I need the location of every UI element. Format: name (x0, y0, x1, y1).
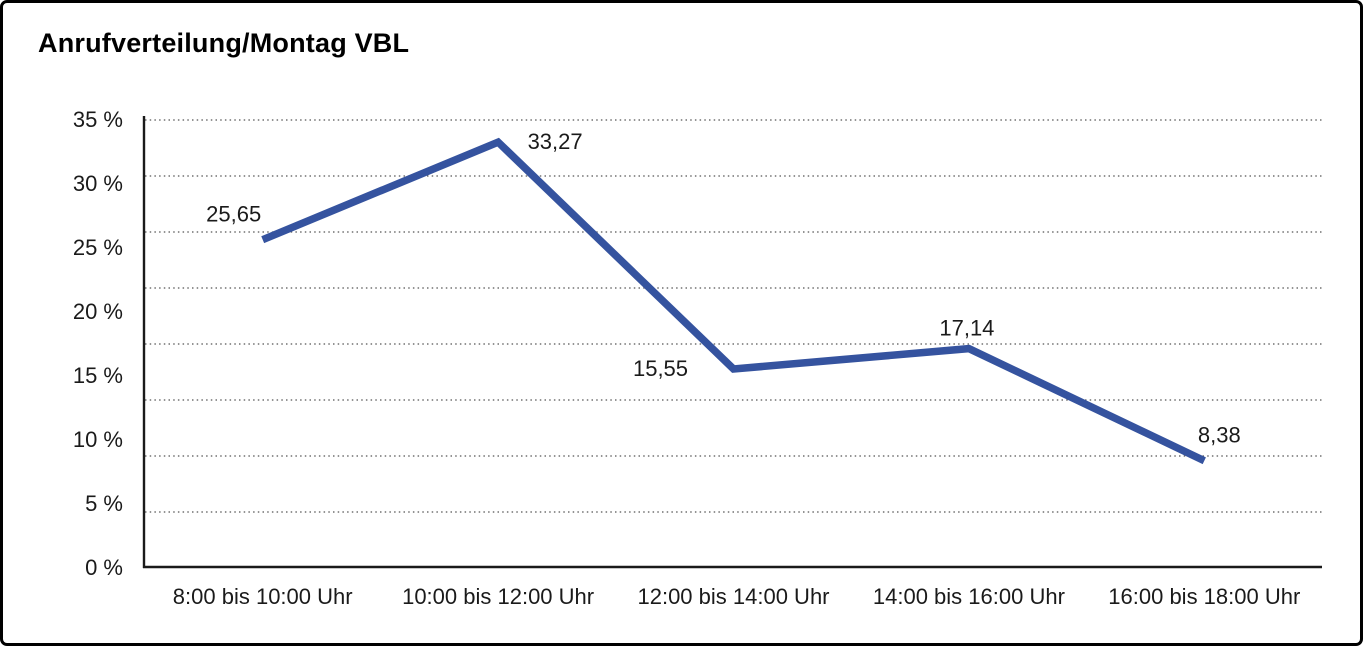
x-axis-category-label: 16:00 bis 18:00 Uhr (1108, 584, 1301, 609)
data-series-line (261, 137, 1206, 465)
x-axis-category-label: 10:00 bis 12:00 Uhr (402, 584, 595, 609)
y-axis-tick-label: 25 % (72, 235, 123, 260)
data-point-value-label: 15,55 (633, 356, 688, 381)
y-axis-tick-label: 15 % (72, 363, 123, 388)
data-point-value-label: 17,14 (939, 316, 994, 341)
data-point-value-label: 33,27 (528, 129, 583, 154)
y-axis-tick-label: 10 % (72, 427, 123, 452)
y-axis-tick-label: 35 % (72, 107, 123, 132)
y-axis-tick-label: 5 % (85, 491, 123, 516)
data-point-value-label: 8,38 (1198, 423, 1241, 448)
chart-title: Anrufverteilung/Montag VBL (38, 28, 410, 58)
data-point-value-label: 25,65 (206, 202, 261, 227)
y-axis-tick-label: 20 % (72, 299, 123, 324)
x-axis-category-label: 12:00 bis 14:00 Uhr (637, 584, 830, 609)
x-axis-category-label: 8:00 bis 10:00 Uhr (172, 584, 353, 609)
y-axis-tick-label: 30 % (72, 171, 123, 196)
x-axis-category-label: 14:00 bis 16:00 Uhr (872, 584, 1065, 609)
y-axis-tick-label: 0 % (85, 555, 123, 580)
